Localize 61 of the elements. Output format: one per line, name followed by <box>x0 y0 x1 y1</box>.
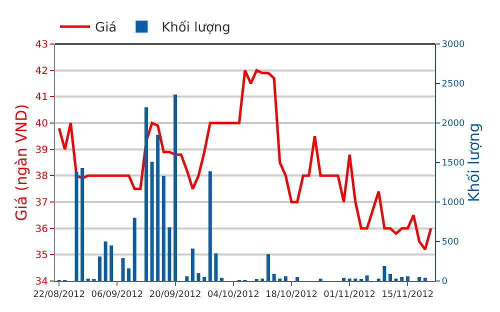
line-series <box>58 69 432 251</box>
y2-axis-title: Khối lượng <box>464 122 483 202</box>
bar <box>296 277 300 281</box>
y2-tick-label: 3000 <box>442 40 465 50</box>
bar <box>168 227 172 281</box>
bar <box>174 94 178 281</box>
x-tick-label: 06/09/2012 <box>91 290 144 300</box>
bar <box>156 134 160 281</box>
y-tick-label: 40 <box>35 118 48 130</box>
bar <box>150 162 154 281</box>
bar <box>406 276 410 281</box>
y-tick-label: 36 <box>35 224 48 235</box>
bar <box>220 278 224 281</box>
bar <box>196 273 200 281</box>
x-tick-label: 18/10/2012 <box>266 290 318 300</box>
y-tick-label: 37 <box>35 198 48 208</box>
y-tick-label: 34 <box>35 276 48 288</box>
legend-label: Khối lượng <box>162 20 230 36</box>
y-tick-label: 41 <box>35 92 48 104</box>
bar <box>272 274 276 281</box>
bar <box>382 266 386 281</box>
bar <box>144 107 148 281</box>
bar <box>121 258 125 281</box>
y-tick-label: 42 <box>35 66 48 77</box>
bar <box>388 274 392 281</box>
bar <box>80 168 84 281</box>
bar <box>98 256 102 281</box>
bar <box>214 253 218 281</box>
x-tick-label: 01/11/2012 <box>324 290 376 300</box>
y2-tick-label: 0 <box>442 277 448 288</box>
bar <box>208 171 212 281</box>
y-tick-label: 38 <box>35 171 48 182</box>
legend-label: Giá <box>95 20 117 36</box>
x-tick-label: 22/08/2012 <box>33 290 86 300</box>
bar <box>423 278 427 281</box>
bar <box>127 268 131 281</box>
bar <box>104 242 108 281</box>
bar <box>418 277 422 281</box>
y2-tick-label: 2000 <box>442 119 465 130</box>
bar <box>162 176 166 281</box>
y-axis-title: Giá (ngàn VND) <box>12 104 31 221</box>
bar <box>266 254 270 281</box>
y-tick-label: 43 <box>35 40 48 50</box>
bar <box>342 278 346 281</box>
bar <box>202 277 206 281</box>
y-tick-label: 39 <box>35 144 48 156</box>
y2-tick-label: 500 <box>442 238 460 248</box>
bar <box>365 275 369 281</box>
y2-tick-label: 2500 <box>442 80 465 90</box>
y2-tick-label: 1000 <box>442 198 465 208</box>
x-tick-label: 04/10/2012 <box>207 290 260 300</box>
bar <box>190 248 194 281</box>
y2-tick-label: 1500 <box>442 158 465 169</box>
bar <box>400 277 404 281</box>
bar <box>110 245 114 281</box>
y-tick-label: 35 <box>35 250 48 262</box>
x-tick-label: 15/11/2012 <box>382 290 434 300</box>
x-tick-label: 20/09/2012 <box>149 290 202 300</box>
bar <box>284 276 288 281</box>
bar <box>185 276 189 281</box>
bar <box>132 218 136 281</box>
